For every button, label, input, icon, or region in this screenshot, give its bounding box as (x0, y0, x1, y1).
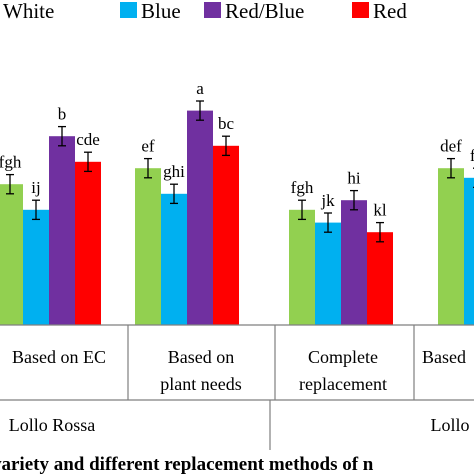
category-label-1-line-1: plant needs (160, 374, 241, 394)
sig-label-blue-3: fg (470, 146, 474, 165)
bar-blue-0 (23, 209, 49, 325)
bar-red-1 (213, 145, 239, 325)
bars-layer: fghijbcdeefghiabcfghjkhikldeffg (0, 79, 474, 325)
bar-white-1 (135, 168, 161, 325)
sig-label-red-blue-2: hi (347, 169, 361, 188)
bar-white-0 (0, 184, 23, 325)
bar-white-2 (289, 209, 315, 325)
bar-red-0 (75, 161, 101, 325)
category-label-0-line-0: Based on EC (12, 347, 106, 367)
sig-label-red-1: bc (218, 114, 235, 133)
group-label-lollo-rossa: Lollo Rossa (9, 415, 96, 435)
sig-label-red-2: kl (373, 201, 387, 220)
sig-label-blue-1: ghi (163, 162, 185, 181)
bar-red-2 (367, 232, 393, 325)
chart-caption: variety and different replacement method… (0, 454, 374, 474)
legend-swatch-blue (120, 2, 137, 18)
bar-red-blue-2 (341, 200, 367, 325)
category-label-1-line-0: Based on (168, 347, 235, 367)
category-axis: Based on EC Based on plant needs Complete re… (0, 324, 474, 450)
legend-swatch-red-blue (204, 2, 221, 18)
bar-red-blue-0 (49, 136, 75, 325)
legend-label-red: Red (373, 0, 407, 23)
legend-label-blue: Blue (141, 0, 181, 23)
sig-label-red-blue-0: b (58, 105, 67, 124)
sig-label-blue-2: jk (320, 191, 335, 210)
legend-label-white: White (3, 0, 54, 23)
category-label-2-line-0: Complete (308, 347, 378, 367)
legend: White Blue Red/Blue Red (3, 0, 407, 23)
bar-white-3 (438, 168, 464, 325)
category-label-3-line-0: Based (422, 347, 466, 367)
bar-blue-3 (464, 177, 474, 325)
sig-label-white-3: def (440, 137, 462, 156)
bar-blue-1 (161, 193, 187, 325)
bar-blue-2 (315, 222, 341, 325)
bar-red-blue-1 (187, 110, 213, 325)
sig-label-blue-0: ij (31, 178, 40, 197)
sig-label-white-2: fgh (291, 178, 314, 197)
sig-label-red-0: cde (76, 130, 100, 149)
sig-label-white-0: fgh (0, 153, 22, 172)
sig-label-red-blue-1: a (196, 79, 204, 98)
group-label-lollo: Lollo (431, 415, 470, 435)
legend-label-red-blue: Red/Blue (225, 0, 304, 23)
sig-label-white-1: ef (141, 137, 155, 156)
legend-swatch-red (352, 2, 369, 18)
category-label-2-line-1: replacement (299, 374, 387, 394)
